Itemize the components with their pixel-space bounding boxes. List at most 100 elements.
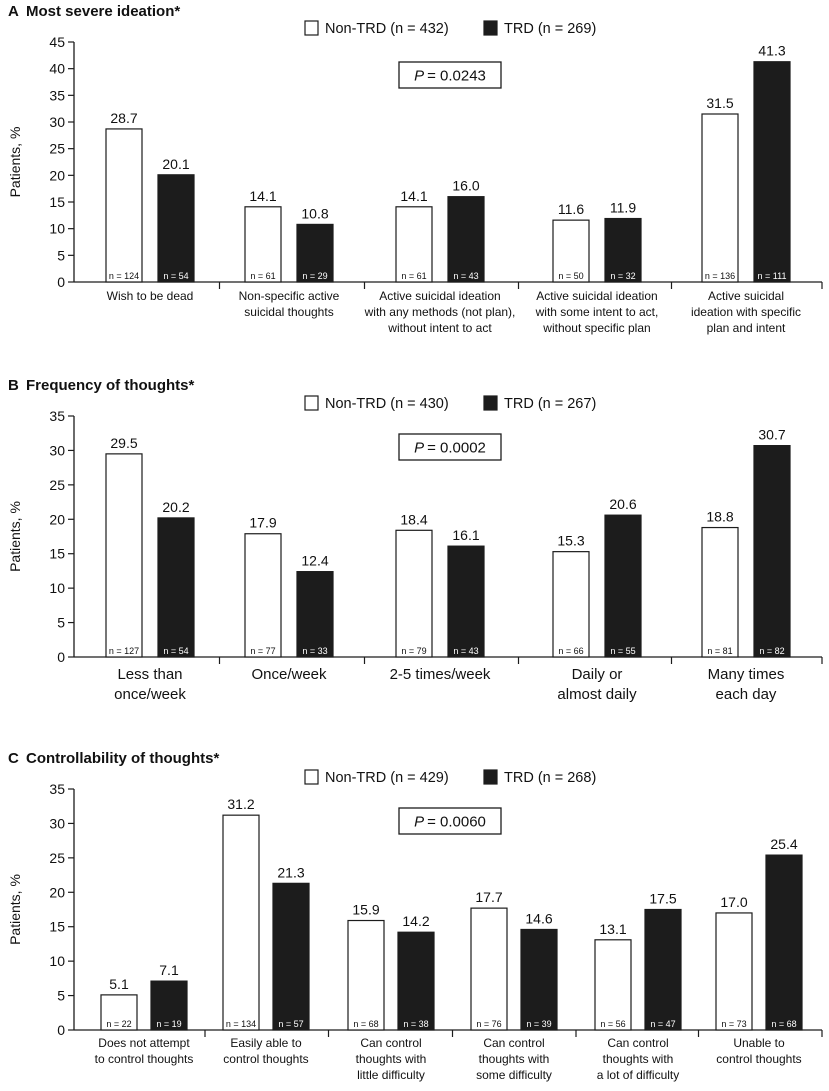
legend-label-trd: TRD (n = 267)	[504, 396, 596, 412]
bar-non-trd	[715, 912, 753, 1031]
data-label: 14.6	[525, 910, 552, 926]
y-tick-label: 0	[57, 649, 65, 665]
category-label: each day	[716, 686, 777, 703]
bar-n-label: n = 61	[250, 271, 275, 281]
category-label: Wish to be dead	[107, 289, 194, 303]
y-tick-label: 30	[49, 815, 65, 831]
bar-n-label: n = 81	[707, 646, 732, 656]
y-tick-label: 25	[49, 477, 65, 493]
category-label: control thoughts	[716, 1052, 801, 1066]
y-tick-label: 20	[49, 884, 65, 900]
bar-trd	[765, 854, 803, 1031]
data-label: 31.5	[706, 95, 733, 111]
legend-label-non-trd: Non-TRD (n = 430)	[325, 396, 449, 412]
bar-non-trd	[100, 994, 138, 1031]
bar-non-trd	[222, 814, 260, 1031]
category-label: thoughts with	[356, 1052, 427, 1066]
y-tick-label: 25	[49, 850, 65, 866]
y-tick-label: 0	[57, 274, 65, 290]
y-tick-label: 30	[49, 114, 65, 130]
bar-trd	[447, 196, 485, 283]
data-label: 41.3	[758, 43, 785, 59]
data-label: 14.1	[249, 188, 276, 204]
category-label: Unable to	[733, 1036, 785, 1050]
bar-trd	[397, 931, 435, 1031]
bar-non-trd	[395, 529, 433, 658]
data-label: 21.3	[277, 864, 304, 880]
category-label: with some intent to act,	[535, 305, 659, 319]
data-label: 15.3	[557, 533, 584, 549]
bar-trd	[296, 223, 334, 283]
data-label: 13.1	[599, 921, 626, 937]
category-label: almost daily	[557, 686, 637, 703]
p-value-label: P = 0.0060	[414, 814, 486, 831]
data-label: 16.0	[452, 178, 479, 194]
data-label: 17.7	[475, 889, 502, 905]
panel-letter: A	[8, 3, 19, 20]
bar-n-label: n = 76	[476, 1019, 501, 1029]
category-label: 2-5 times/week	[390, 666, 491, 683]
category-label: without intent to act	[387, 321, 492, 335]
bar-trd	[604, 514, 642, 658]
data-label: 11.6	[558, 201, 584, 217]
y-tick-label: 30	[49, 442, 65, 458]
legend: Non-TRD (n = 432) TRD (n = 269)	[304, 20, 596, 37]
bar-n-label: n = 136	[705, 271, 735, 281]
category-label: Can control	[483, 1036, 544, 1050]
bar-non-trd	[244, 206, 282, 283]
category-label: Many times	[708, 666, 785, 683]
bar-non-trd	[105, 453, 143, 658]
data-label: 14.1	[400, 188, 427, 204]
legend-label-trd: TRD (n = 268)	[504, 770, 596, 786]
y-tick-label: 5	[57, 615, 65, 631]
p-value-box	[398, 433, 502, 461]
chart-title: Most severe ideation*	[26, 3, 180, 20]
bar-non-trd	[701, 526, 739, 658]
category-label: Does not attempt	[98, 1036, 190, 1050]
bar-n-label: n = 68	[353, 1019, 378, 1029]
data-label: 25.4	[770, 836, 797, 852]
category-label: Daily or	[572, 666, 623, 683]
bar-non-trd	[395, 206, 433, 283]
bar-trd	[157, 517, 195, 658]
legend: Non-TRD (n = 430) TRD (n = 267)	[304, 395, 596, 412]
bar-n-label: n = 82	[759, 646, 784, 656]
legend-label-trd: TRD (n = 269)	[504, 21, 596, 37]
category-label: a lot of difficulty	[597, 1068, 680, 1082]
y-tick-label: 35	[49, 87, 65, 103]
panel-b: B Frequency of thoughts* Non-TRD (n = 430)…	[7, 377, 823, 703]
bar-n-label: n = 43	[453, 271, 478, 281]
bar-n-label: n = 66	[558, 646, 583, 656]
y-tick-label: 15	[49, 546, 65, 562]
p-value: = 0.0002	[427, 440, 486, 457]
legend-swatch-non-trd	[304, 395, 319, 411]
p-value-box	[398, 807, 502, 835]
category-label: Less than	[117, 666, 182, 683]
bar-n-label: n = 33	[302, 646, 327, 656]
legend-swatch-trd	[483, 20, 498, 36]
bar-trd	[296, 571, 334, 658]
category-label: thoughts with	[603, 1052, 674, 1066]
data-label: 29.5	[110, 435, 137, 451]
p-symbol: P	[414, 440, 424, 457]
bar-trd	[272, 882, 310, 1031]
bar-n-label: n = 56	[600, 1019, 625, 1029]
category-label: some difficulty	[476, 1068, 552, 1082]
data-label: 14.2	[402, 913, 429, 929]
bar-trd	[150, 980, 188, 1031]
bar-n-label: n = 79	[401, 646, 426, 656]
bar-n-label: n = 61	[401, 271, 426, 281]
bar-n-label: n = 50	[558, 271, 583, 281]
bar-n-label: n = 73	[721, 1019, 746, 1029]
data-label: 17.0	[720, 894, 747, 910]
y-tick-label: 40	[49, 61, 65, 77]
data-label: 18.4	[400, 511, 427, 527]
panel-a: A Most severe ideation* Non-TRD (n = 432) T…	[7, 3, 823, 335]
p-value-label: P = 0.0243	[414, 68, 486, 85]
bar-n-label: n = 54	[163, 271, 188, 281]
data-label: 20.1	[162, 156, 189, 172]
y-tick-label: 20	[49, 511, 65, 527]
y-tick-label: 10	[49, 580, 65, 596]
chart-title: Controllability of thoughts*	[26, 750, 219, 767]
bar-non-trd	[594, 939, 632, 1031]
